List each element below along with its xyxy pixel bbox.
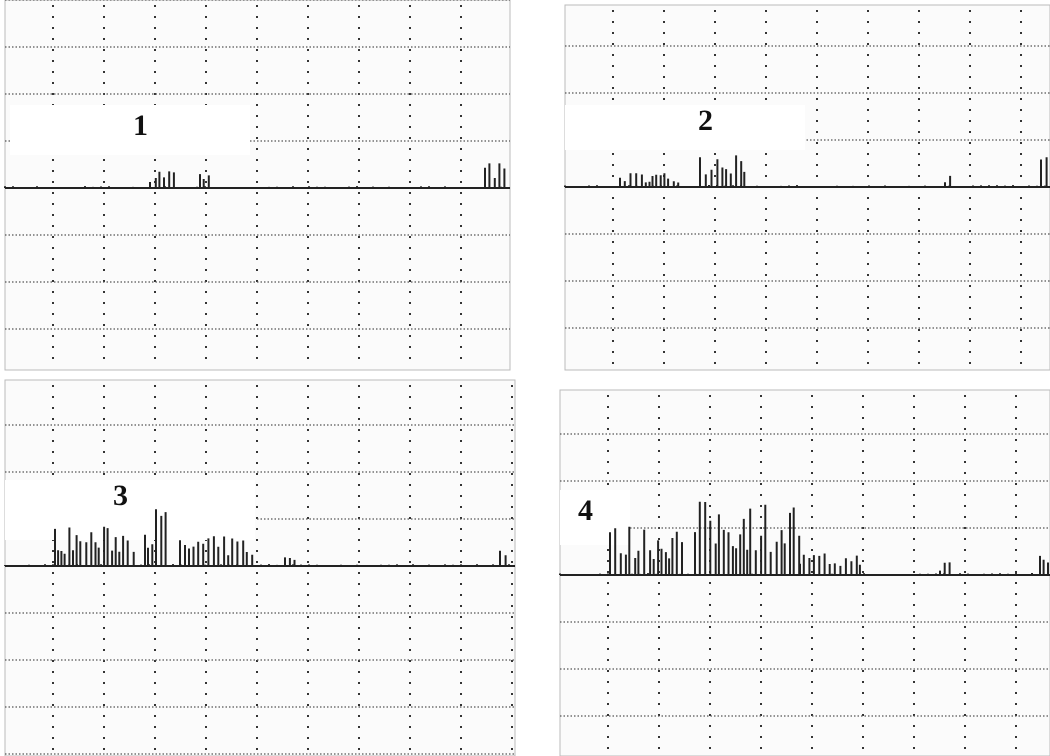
label-box [565, 105, 805, 150]
label-box [5, 480, 255, 540]
panel-frame [560, 390, 1050, 756]
panel-label: 4 [578, 494, 593, 527]
panel-label: 2 [698, 104, 713, 137]
label-box [10, 105, 250, 155]
panel: 4 [560, 390, 1050, 756]
panel-frame [5, 380, 515, 756]
figure: 1 2 3 4 [0, 0, 1050, 756]
panel-label: 1 [133, 109, 148, 142]
label-box [560, 490, 630, 545]
panel: 1 [5, 0, 510, 370]
panel: 3 [5, 380, 515, 756]
panel: 2 [565, 5, 1050, 370]
page: {"panels": [{"label": "1"}, {"label": "2… [0, 0, 1050, 756]
panel-label: 3 [113, 479, 128, 512]
